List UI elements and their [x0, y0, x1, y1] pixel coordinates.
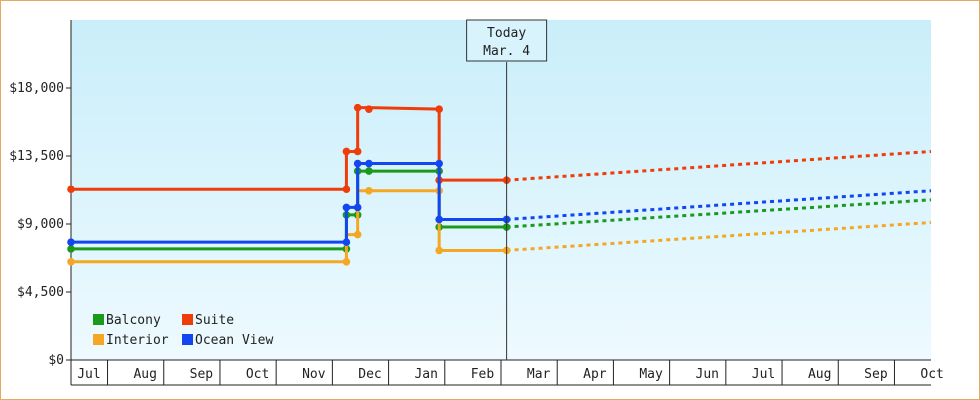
- data-point-ocean-view[interactable]: [67, 238, 75, 246]
- data-point-interior[interactable]: [365, 186, 373, 195]
- x-tick-label: Nov: [302, 367, 326, 382]
- x-tick-label: Feb: [471, 367, 495, 382]
- y-tick-label: $0: [48, 353, 64, 368]
- data-point-interior[interactable]: [353, 230, 362, 239]
- data-point-interior[interactable]: [342, 257, 351, 266]
- series-suite: [67, 103, 932, 194]
- y-tick-label: $9,000: [17, 217, 64, 232]
- x-tick-label: Oct: [920, 367, 943, 382]
- data-point-ocean-view[interactable]: [365, 159, 373, 168]
- legend-swatch: [182, 314, 193, 325]
- legend-swatch: [93, 334, 104, 345]
- legend-label: Suite: [195, 313, 234, 328]
- x-tick-label: Jan: [414, 367, 437, 382]
- x-tick-label: Apr: [583, 367, 607, 382]
- data-point-suite[interactable]: [353, 147, 362, 156]
- series-ocean-view: [67, 159, 932, 246]
- x-tick-label: Jul: [77, 367, 100, 382]
- legend-swatch: [93, 314, 104, 325]
- x-tick-label: Aug: [808, 367, 831, 382]
- data-point-suite[interactable]: [365, 105, 373, 113]
- legend-label: Balcony: [106, 313, 161, 328]
- y-tick-label: $18,000: [9, 81, 64, 96]
- data-point-suite[interactable]: [67, 185, 75, 194]
- today-label: Today: [487, 26, 526, 41]
- y-tick-label: $4,500: [17, 285, 64, 300]
- data-point-ocean-view[interactable]: [342, 238, 351, 246]
- legend-swatch: [182, 334, 193, 345]
- forecast-line-interior: [506, 220, 932, 252]
- x-tick-label: Jun: [696, 367, 719, 382]
- forecast-line-suite: [506, 149, 932, 182]
- legend-item-balcony[interactable]: Balcony: [93, 313, 161, 328]
- legend-item-interior[interactable]: Interior: [93, 333, 169, 348]
- today-box: [466, 19, 548, 62]
- data-point-interior[interactable]: [67, 257, 75, 266]
- legend-item-ocean-view[interactable]: Ocean View: [182, 333, 273, 348]
- data-point-ocean-view[interactable]: [353, 203, 362, 212]
- data-point-balcony[interactable]: [365, 167, 373, 175]
- legend-label: Interior: [106, 333, 169, 348]
- x-tick-label: May: [639, 367, 663, 382]
- y-tick-label: $13,500: [9, 149, 64, 164]
- today-date: Mar. 4: [483, 44, 530, 59]
- x-tick-label: Mar: [527, 367, 551, 382]
- legend-label: Ocean View: [195, 333, 273, 348]
- data-point-ocean-view[interactable]: [435, 159, 443, 168]
- x-tick-label: Jul: [752, 367, 775, 382]
- legend-item-suite[interactable]: Suite: [182, 313, 234, 328]
- data-point-balcony[interactable]: [67, 245, 75, 253]
- x-tick-label: Dec: [358, 367, 381, 382]
- data-point-interior[interactable]: [435, 246, 443, 255]
- x-tick-label: Sep: [190, 367, 214, 382]
- data-point-ocean-view[interactable]: [435, 215, 443, 224]
- forecast-line-balcony: [506, 198, 932, 229]
- data-point-ocean-view[interactable]: [353, 159, 362, 168]
- data-point-suite[interactable]: [353, 103, 362, 112]
- data-point-suite[interactable]: [342, 185, 351, 194]
- x-tick-label: Oct: [246, 367, 269, 382]
- data-point-suite[interactable]: [435, 105, 443, 113]
- x-tick-label: Sep: [864, 367, 888, 382]
- x-tick-label: Aug: [133, 367, 156, 382]
- data-point-ocean-view[interactable]: [342, 203, 351, 212]
- forecast-line-ocean-view: [506, 189, 932, 221]
- data-point-suite[interactable]: [342, 147, 351, 156]
